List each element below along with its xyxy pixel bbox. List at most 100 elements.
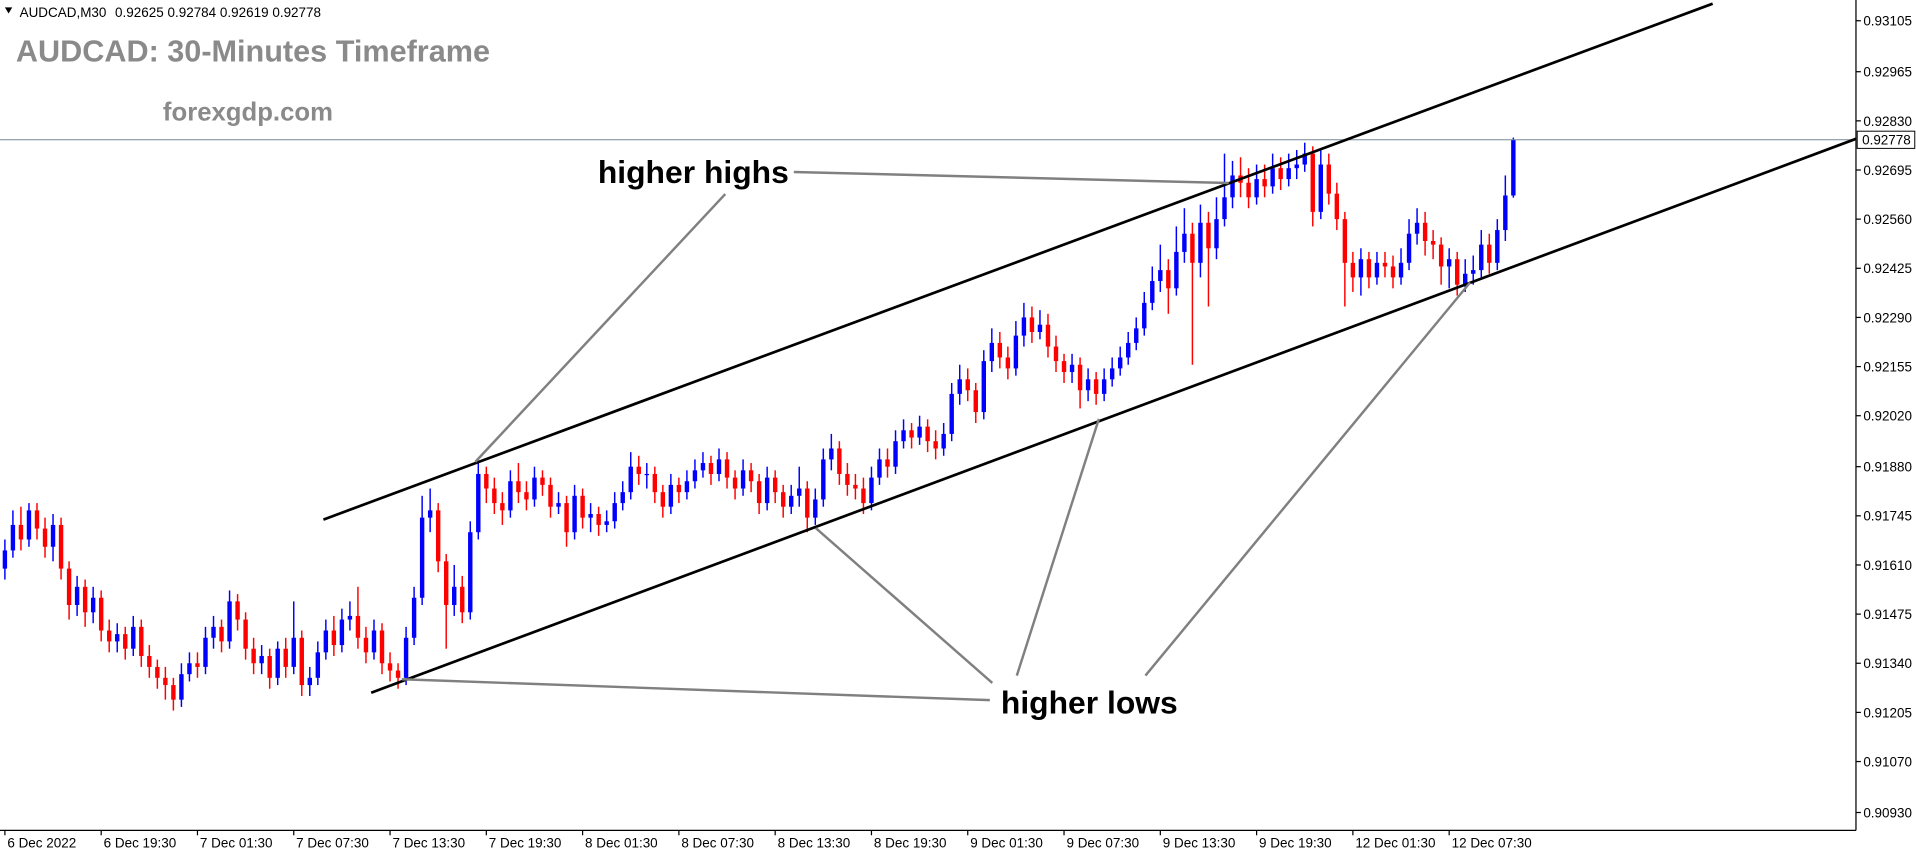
candle-body [893,441,898,467]
x-tick-label: 8 Dec 13:30 [778,836,851,850]
candle-body [1342,219,1348,263]
candle-body [789,495,794,507]
y-tick-label: 0.92020 [1863,409,1912,424]
candle-body [628,466,633,493]
candle-body [387,663,393,671]
candle-body [973,390,978,413]
x-tick-label: 9 Dec 07:30 [1066,836,1139,850]
chart-subtitle: forexgdp.com [163,98,333,126]
candle-body [267,655,272,678]
candle-body [163,677,168,686]
candle-body [1222,197,1227,220]
candle-body [869,477,874,504]
candle-body [580,495,585,518]
x-tick-label: 9 Dec 19:30 [1259,836,1332,850]
x-tick-label: 7 Dec 19:30 [489,836,562,850]
candle-body [508,481,513,511]
candle-body [1190,233,1195,263]
candle-body [813,499,818,518]
candle-body [203,637,208,667]
candle-body [1142,302,1147,329]
candle-body [604,521,609,525]
candle-body [66,568,72,606]
symbol: AUDCAD,M30 [20,5,107,20]
menu-arrow[interactable] [4,7,13,14]
y-tick-label: 0.92560 [1863,212,1912,227]
candle-body [845,473,850,485]
candle-body [1406,233,1412,263]
candle-body [756,481,762,504]
candle-body [42,528,48,547]
candle-body [997,342,1003,358]
candle-body [379,630,385,664]
y-tick-label: 0.92425 [1863,261,1912,276]
candle-body [1374,262,1380,278]
candle-body [524,492,529,500]
candle-body [1093,379,1099,394]
candle-body [941,433,946,449]
lower-channel-line [370,137,1857,695]
y-tick-label: 0.90930 [1863,805,1912,820]
current-price-box [1856,130,1916,149]
candle-body [949,393,954,434]
x-tick-label: 12 Dec 01:30 [1355,836,1435,850]
candle-body [106,630,112,642]
candle-body [243,619,248,649]
candle-body [1430,240,1436,245]
candle-body [259,655,264,664]
candle-body [452,586,457,606]
candle-body [90,597,96,613]
candle-body [644,473,649,476]
y-tick-label: 0.91610 [1863,558,1912,573]
candle-body [1109,368,1115,380]
candle-body [1302,153,1307,165]
candle-body [1334,193,1340,220]
candle-body [925,426,930,442]
candle-body [435,510,441,562]
candle-body [877,459,882,478]
candle-body [564,503,569,533]
candle-body [1134,328,1139,343]
x-tick-label: 12 Dec 07:30 [1452,836,1532,850]
candle-body [620,492,625,504]
candle-body [708,463,714,474]
candle-body [1061,361,1067,373]
candle-body [1029,317,1035,332]
y-tick-label: 0.91880 [1863,460,1912,475]
candle-body [805,488,810,518]
candle-body [548,484,553,507]
x-tick-label: 7 Dec 07:30 [296,836,369,850]
header-open: 0.92625 [115,5,164,20]
candle-body [660,492,666,507]
candle-body [885,459,890,467]
y-tick-label: 0.91475 [1863,607,1912,622]
candle-body [1158,270,1163,282]
y-tick-label: 0.92965 [1863,65,1912,80]
candle-body [179,674,184,700]
upper-channel-line [322,2,1714,521]
candle-body [187,663,192,675]
candle-body [676,484,682,493]
candle-body [797,488,802,496]
candle-body [115,634,120,642]
candle-body [1446,259,1452,267]
candle-body [235,601,240,620]
candle-body [492,488,497,504]
candle-body [347,615,353,620]
candle-body [251,648,256,664]
pointer-line [793,170,1229,185]
candle-body [484,473,489,489]
pointer-line [1015,418,1101,676]
candle-body [957,379,962,394]
candle-body [1085,379,1091,391]
y-tick-label: 0.91745 [1863,509,1912,524]
candle-body [275,648,280,678]
candle-body [171,685,176,700]
candle-body [363,637,369,653]
x-tick-label: 6 Dec 2022 [7,836,76,850]
y-tick-label: 0.93105 [1863,14,1912,29]
candle-body [1511,139,1516,196]
candle-body [981,361,986,413]
